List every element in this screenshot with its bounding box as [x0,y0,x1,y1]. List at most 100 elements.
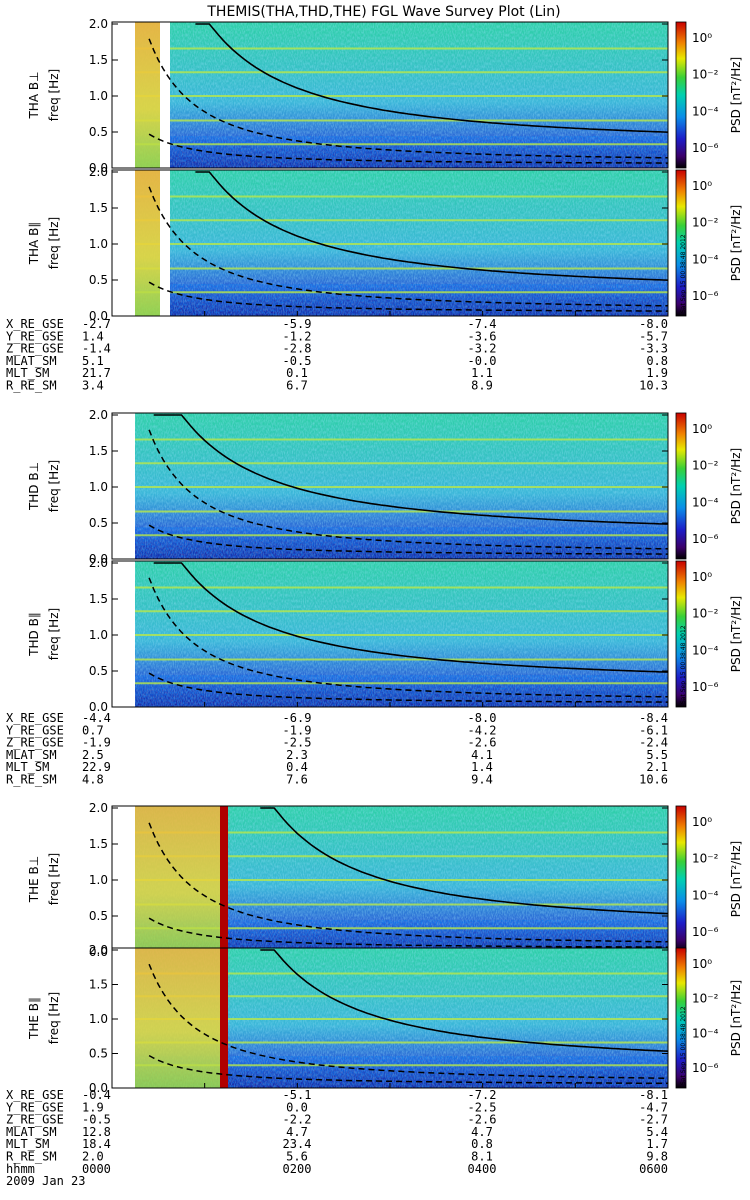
panel-ylabel: THD B∥ [27,612,41,657]
y-tick-label: 2.0 [89,556,108,570]
colorbar-tick-label: 10⁰ [692,815,712,829]
colorbar [675,412,687,560]
ephemeris-row-name: MLT_SM [6,760,49,774]
time-axis-label: hhmm [6,1162,35,1176]
colorbar-tick-label: 10⁻⁶ [692,141,719,155]
timestamp-tag: Sat Sep 15 00:38:48 2012 [680,1006,687,1085]
colorbar-tick-label: 10⁻⁴ [692,104,719,118]
ephemeris-value: 5.5 [646,748,668,762]
figure-title: THEMIS(THA,THD,THE) FGL Wave Survey Plot… [206,4,560,20]
ephemeris-row-name: X_RE_GSE [6,1088,64,1102]
half-cyclotron-curve [148,186,668,307]
time-tick-label: 0000 [82,1162,111,1176]
colorbar-tick-label: 10⁻⁴ [692,643,719,657]
y-tick-label: 1.0 [89,237,108,251]
ephemeris-value: 8.1 [471,1150,493,1164]
colorbar-tick-label: 10⁻² [692,216,719,230]
ephemeris-value: 1.1 [471,366,493,380]
panel-yunit: freq [Hz] [47,608,61,660]
colorbar-label: PSD [nT²/Hz] [729,448,743,524]
ephemeris-value: 3.4 [82,379,104,393]
saturation-column [220,806,228,952]
colorbar-tick-label: 10⁰ [692,422,712,436]
cyclotron-curve [153,414,669,525]
colorbar-label: PSD [nT²/Hz] [729,841,743,917]
no-data-region [112,413,135,559]
y-tick-label: 0.0 [89,945,108,959]
panel-yunit: freq [Hz] [47,460,61,512]
ephemeris-value: -2.7 [639,1113,668,1127]
y-tick-label: 0.5 [89,909,108,923]
ephemeris-value: -7.4 [468,317,497,331]
colorbar-tick-label: 10⁻⁶ [692,1061,719,1075]
y-tick-label: 0.0 [89,1081,108,1095]
ephemeris-value: -2.7 [82,317,111,331]
y-tick-label: 2.0 [89,165,108,179]
ephemeris-row-name: Y_RE_GSE [6,1100,64,1114]
ephemeris-value: 0.8 [471,1137,493,1151]
y-tick-label: 0.5 [89,664,108,678]
warm-region [135,170,160,316]
ephemeris-value: -4.2 [468,723,497,737]
colorbar-tick-label: 10⁰ [692,957,712,971]
ephemeris-value: 23.4 [283,1137,312,1151]
ephemeris-value: -8.0 [468,711,497,725]
y-tick-label: 0.5 [89,273,108,287]
ephemeris-row-name: MLT_SM [6,1137,49,1151]
ephemeris-value: 0.0 [286,1100,308,1114]
half-cyclotron-curve [148,822,668,943]
cyclotron-curve [195,23,669,133]
y-tick-label: 0.0 [89,309,108,323]
ephemeris-value: -0.5 [283,354,312,368]
timestamp-tag: Sat Sep 15 00:38:48 2012 [680,234,687,313]
ephemeris-value: 18.4 [82,1137,111,1151]
ephemeris-value: -7.2 [468,1088,497,1102]
ephemeris-row-name: MLT_SM [6,366,49,380]
spectrogram-panel: 0.0 0.5 1.0 1.5 2.0 THA B⊥ freq [Hz] 10⁰ 10⁻² 10⁻… [27,17,743,175]
colorbar-tick-label: 10⁰ [692,179,712,193]
colorbar-label: PSD [nT²/Hz] [729,205,743,281]
ephemeris-value: 21.7 [82,366,111,380]
time-tick-label: 0400 [468,1162,497,1176]
half-cyclotron-curve [148,577,668,698]
no-data-region [112,170,135,316]
colorbar-tick-label: 10⁻⁴ [692,888,719,902]
ephemeris-row-name: R_RE_SM [6,1150,57,1164]
ephemeris-value: -6.1 [639,723,668,737]
ephemeris-value: 6.7 [286,379,308,393]
plot-frame [111,21,669,169]
ephemeris-value: 1.4 [82,329,104,343]
ephemeris-value: 5.1 [82,354,104,368]
colorbar [675,947,687,1089]
y-tick-label: 0.0 [89,552,108,566]
ephemeris-table: X_RE_GSE -4.4 -6.9 -8.0 -8.4Y_RE_GSE 0.7 -1.9-… [6,711,668,787]
ephemeris-value: -2.8 [283,342,312,356]
y-tick-label: 2.0 [89,943,108,957]
ephemeris-row-name: Z_RE_GSE [6,342,64,356]
colorbar-label: PSD [nT²/Hz] [729,596,743,672]
ephemeris-table: X_RE_GSE -0.4 -5.1 -7.2 -8.1Y_RE_GSE 1.9 0.0 -2… [6,1088,668,1188]
ephemeris-value: 22.9 [82,760,111,774]
ephemeris-value: -1.9 [82,736,111,750]
saturation-column [220,948,228,1088]
ephemeris-value: -1.4 [82,342,111,356]
lower-hybrid-curve [148,133,668,164]
colorbar-tick-label: 10⁻⁶ [692,289,719,303]
y-tick-label: 1.0 [89,1012,108,1026]
y-tick-label: 2.0 [89,801,108,815]
spectrogram-panel: 0.0 0.5 1.0 1.5 2.0 THD B∥ freq [Hz] 10⁰ 10⁻² 10⁻… [27,556,743,714]
ephemeris-value: -8.0 [639,317,668,331]
ephemeris-value: 0.8 [646,354,668,368]
colorbar-tick-label: 10⁻² [692,852,719,866]
ephemeris-row-name: MLAT_SM [6,748,57,762]
y-tick-label: 1.5 [89,201,108,215]
lower-hybrid-curve [148,524,668,555]
ephemeris-value: -1.2 [283,329,312,343]
ephemeris-value: 10.3 [639,379,668,393]
panel-ylabel: THE B⊥ [27,856,41,903]
ephemeris-value: 1.4 [471,760,493,774]
ephemeris-value: -5.1 [283,1088,312,1102]
panel-ylabel: THE B∥ [27,997,41,1040]
ephemeris-value: -2.6 [468,1113,497,1127]
